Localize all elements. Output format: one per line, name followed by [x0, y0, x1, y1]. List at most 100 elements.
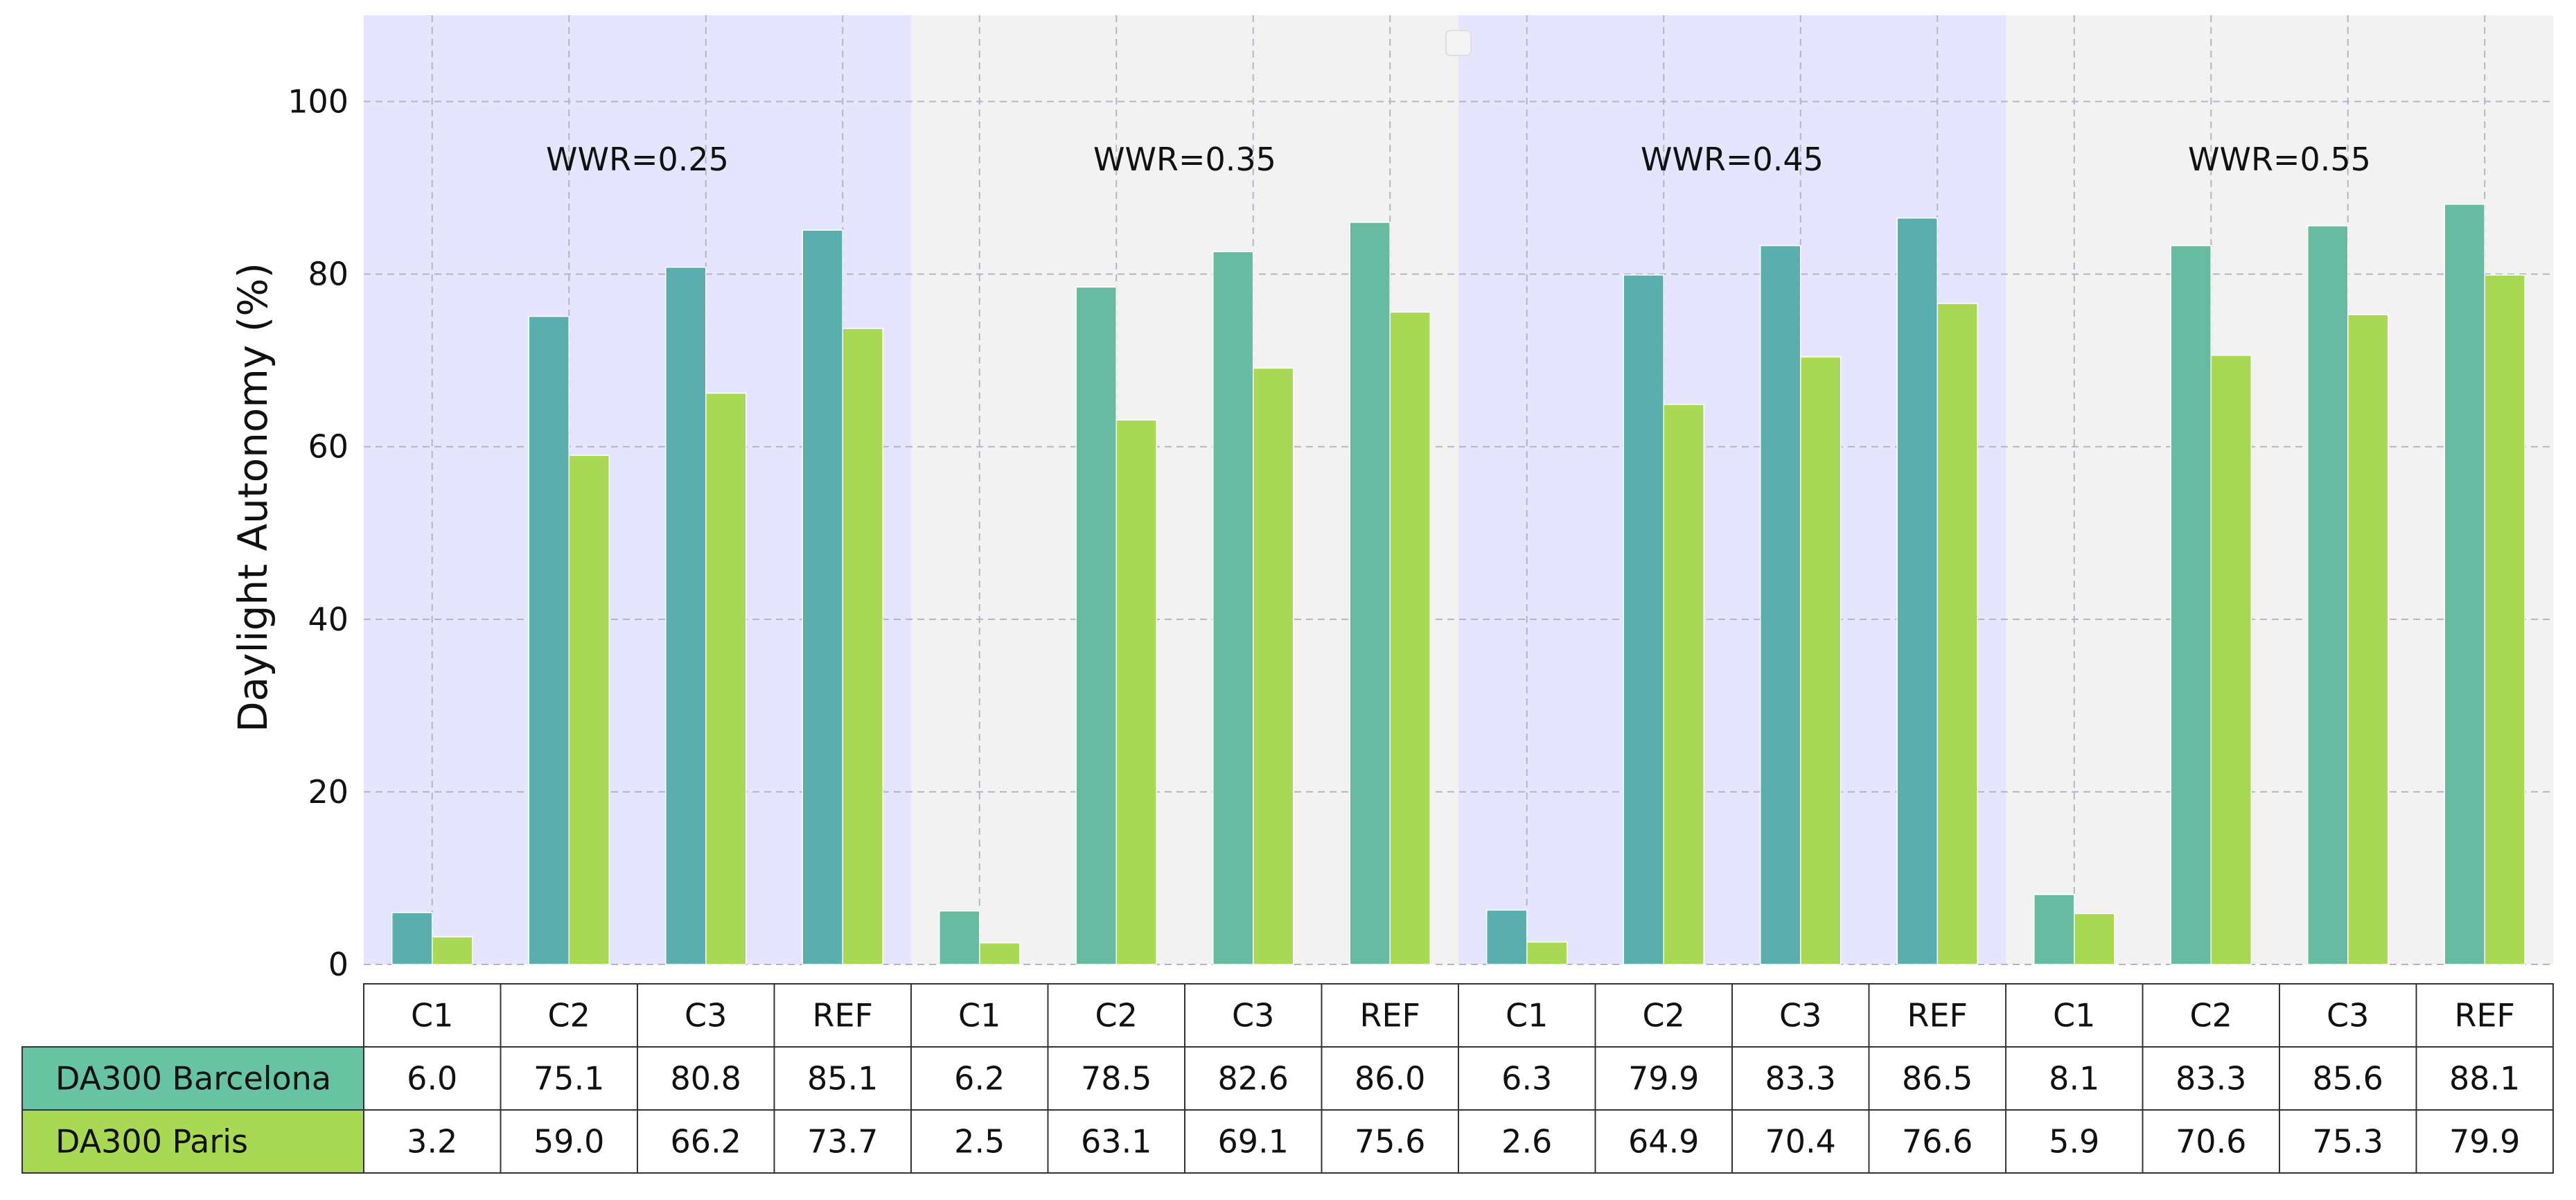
bar-paris-15: [2347, 314, 2389, 965]
y-tick-label-1: 20: [308, 773, 349, 811]
table-text-barcelona-5: 6.2: [954, 1060, 1005, 1097]
table-row-label-barcelona: DA300 Barcelona: [55, 1060, 331, 1097]
y-tick-label-5: 100: [288, 83, 349, 121]
table-cell-header-11: [1731, 983, 1870, 1048]
table-cell-header-6: [1047, 983, 1185, 1048]
bar-paris-13: [2074, 912, 2115, 965]
bar-paris-5: [979, 942, 1021, 965]
table-cell-header-4: [773, 983, 912, 1048]
table-row-label-cell-paris: [21, 1109, 364, 1174]
bar-barcelona-10: [1623, 274, 1664, 965]
bar-barcelona-6: [1075, 286, 1117, 965]
table-cell-header-16: [2415, 983, 2554, 1048]
table-text-header-16: REF: [2455, 997, 2516, 1034]
table-text-paris-9: 2.6: [1501, 1123, 1552, 1161]
bar-paris-9: [1526, 941, 1568, 965]
table-text-header-14: C2: [2190, 997, 2232, 1034]
table-cell-header-8: [1321, 983, 1459, 1048]
y-tick-label-3: 60: [308, 428, 349, 466]
table-cell-paris-10: [1594, 1109, 1733, 1174]
bar-paris-10: [1663, 403, 1704, 965]
bar-paris-8: [1389, 311, 1431, 965]
table-cell-paris-13: [2005, 1109, 2144, 1174]
table-text-paris-3: 66.2: [671, 1123, 741, 1161]
bar-barcelona-3: [665, 266, 707, 965]
table-cell-header-14: [2142, 983, 2280, 1048]
table-text-paris-4: 73.7: [807, 1123, 878, 1161]
table-text-barcelona-8: 86.0: [1355, 1060, 1425, 1097]
table-cell-barcelona-8: [1321, 1046, 1459, 1111]
table-text-barcelona-15: 85.6: [2313, 1060, 2383, 1097]
bar-barcelona-13: [2034, 894, 2075, 965]
table-cell-paris-12: [1868, 1109, 2006, 1174]
bar-paris-11: [1800, 356, 1842, 965]
table-cell-paris-2: [500, 1109, 638, 1174]
table-text-paris-2: 59.0: [533, 1123, 604, 1161]
table-text-paris-12: 76.6: [1902, 1123, 1973, 1161]
table-text-barcelona-12: 86.5: [1902, 1060, 1973, 1097]
table-cell-header-15: [2279, 983, 2417, 1048]
bar-barcelona-7: [1212, 251, 1254, 965]
table-text-header-5: C1: [958, 997, 1000, 1034]
table-text-barcelona-13: 8.1: [2049, 1060, 2099, 1097]
bar-barcelona-5: [939, 910, 980, 965]
table-cell-barcelona-4: [773, 1046, 912, 1111]
bar-paris-14: [2210, 354, 2252, 965]
table-text-barcelona-2: 75.1: [533, 1060, 604, 1097]
table-text-barcelona-7: 82.6: [1218, 1060, 1289, 1097]
y-tick-label-2: 40: [308, 601, 349, 638]
table-cell-paris-11: [1731, 1109, 1870, 1174]
bar-paris-1: [432, 936, 473, 965]
legend-box: [1445, 30, 1472, 56]
bar-paris-6: [1115, 419, 1157, 965]
table-cell-barcelona-3: [637, 1046, 775, 1111]
bar-barcelona-1: [391, 912, 433, 965]
table-text-barcelona-11: 83.3: [1765, 1060, 1836, 1097]
table-text-paris-14: 70.6: [2176, 1123, 2246, 1161]
table-cell-paris-6: [1047, 1109, 1185, 1174]
group-label-4: WWR=0.55: [2188, 141, 2371, 178]
table-cell-paris-5: [910, 1109, 1049, 1174]
table-text-header-9: C1: [1506, 997, 1548, 1034]
table-text-barcelona-9: 6.3: [1501, 1060, 1552, 1097]
bar-paris-16: [2484, 274, 2525, 965]
table-cell-paris-14: [2142, 1109, 2280, 1174]
group-label-1: WWR=0.25: [546, 141, 729, 178]
table-text-paris-1: 3.2: [407, 1123, 457, 1161]
table-cell-barcelona-12: [1868, 1046, 2006, 1111]
y-tick-label-4: 80: [308, 256, 349, 293]
table-text-header-13: C1: [2053, 997, 2095, 1034]
table-text-header-2: C2: [548, 997, 590, 1034]
bar-barcelona-14: [2170, 245, 2212, 965]
table-cell-barcelona-15: [2279, 1046, 2417, 1111]
table-cell-header-10: [1594, 983, 1733, 1048]
table-text-paris-7: 69.1: [1218, 1123, 1289, 1161]
table-cell-paris-8: [1321, 1109, 1459, 1174]
table-text-paris-6: 63.1: [1081, 1123, 1152, 1161]
table-text-header-7: C3: [1232, 997, 1274, 1034]
group-label-2: WWR=0.35: [1093, 141, 1276, 178]
table-cell-barcelona-13: [2005, 1046, 2144, 1111]
table-text-barcelona-14: 83.3: [2176, 1060, 2246, 1097]
table-text-barcelona-10: 79.9: [1628, 1060, 1699, 1097]
bar-paris-2: [568, 455, 610, 965]
table-text-barcelona-1: 6.0: [407, 1060, 457, 1097]
table-text-paris-13: 5.9: [2049, 1123, 2099, 1161]
table-text-barcelona-4: 85.1: [807, 1060, 878, 1097]
table-cell-barcelona-7: [1184, 1046, 1323, 1111]
table-text-header-6: C2: [1095, 997, 1138, 1034]
table-text-paris-8: 75.6: [1355, 1123, 1425, 1161]
bar-paris-7: [1253, 367, 1294, 965]
bar-barcelona-8: [1349, 222, 1391, 965]
table-text-header-10: C2: [1643, 997, 1685, 1034]
table-row-label-paris: DA300 Paris: [55, 1123, 248, 1161]
table-text-header-12: REF: [1907, 997, 1968, 1034]
table-cell-barcelona-10: [1594, 1046, 1733, 1111]
group-label-3: WWR=0.45: [1641, 141, 1824, 178]
y-tick-label-0: 0: [328, 946, 349, 983]
table-text-barcelona-16: 88.1: [2449, 1060, 2520, 1097]
table-cell-barcelona-1: [363, 1046, 502, 1111]
bar-barcelona-15: [2307, 225, 2349, 965]
